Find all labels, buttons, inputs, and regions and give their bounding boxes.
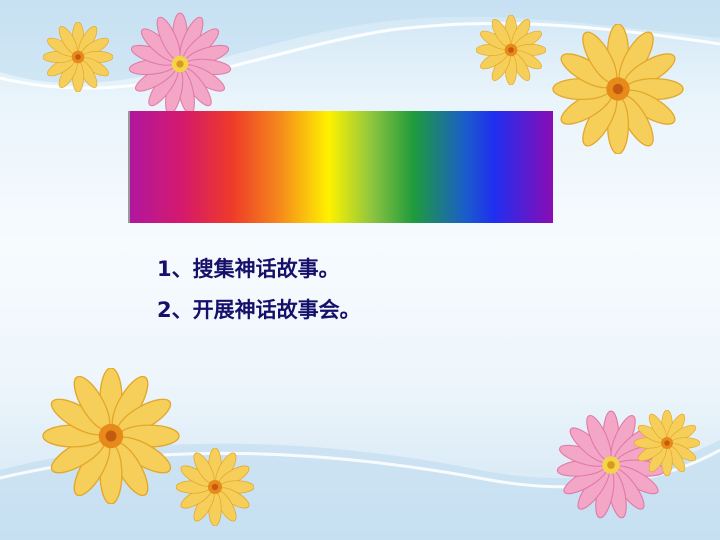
- yellow-flower-icon: [476, 15, 546, 85]
- pink-flower-icon: [556, 410, 666, 519]
- slide-body: 1、搜集神话故事。 2、开展神话故事会。: [157, 256, 407, 324]
- yellow-flower-icon: [43, 22, 113, 92]
- rainbow-gradient-band: [128, 111, 553, 223]
- pink-flower-icon: [128, 12, 232, 115]
- list-item: 1、搜集神话故事。: [157, 257, 340, 281]
- yellow-flower-icon: [176, 448, 254, 526]
- yellow-flower-icon: [42, 368, 180, 504]
- list-item: 2、开展神话故事会。: [157, 298, 361, 322]
- yellow-flower-icon: [552, 24, 684, 154]
- yellow-flower-icon: [634, 410, 700, 476]
